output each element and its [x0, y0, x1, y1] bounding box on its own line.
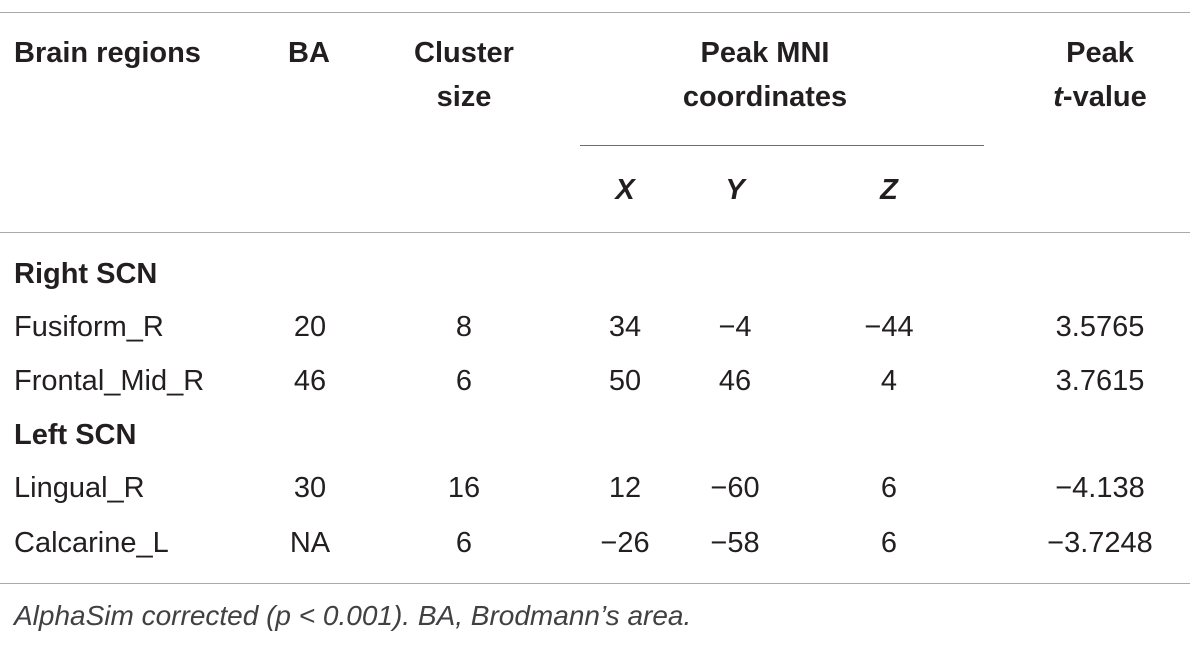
- cell-y: −58: [710, 527, 760, 559]
- cell-y: −4: [718, 311, 752, 343]
- header-peak-mni-line2: coordinates: [682, 81, 848, 113]
- cell-x: 34: [608, 311, 642, 343]
- cell-t: −4.138: [1055, 472, 1145, 504]
- cell-y: 46: [718, 365, 752, 397]
- header-peak-mni-line1: Peak MNI: [700, 37, 830, 69]
- table-footnote: AlphaSim corrected (p < 0.001). BA, Brod…: [14, 600, 692, 631]
- group-label-left-scn: Left SCN: [14, 419, 137, 451]
- cell-z: −44: [864, 311, 914, 343]
- header-brain-regions: Brain regions: [14, 37, 201, 69]
- cell-y: −60: [710, 472, 760, 504]
- cell-ba: NA: [289, 527, 331, 559]
- cell-x: 12: [608, 472, 642, 504]
- table-top-rule: [0, 12, 1190, 13]
- cell-region: Frontal_Mid_R: [14, 365, 205, 397]
- cell-t: 3.5765: [1055, 311, 1145, 343]
- cell-cluster: 6: [455, 527, 473, 559]
- cell-region: Lingual_R: [14, 472, 145, 504]
- cell-cluster: 6: [455, 365, 473, 397]
- cell-z: 4: [880, 365, 898, 397]
- cell-z: 6: [880, 472, 898, 504]
- cell-t: −3.7248: [1047, 527, 1153, 559]
- header-x: X: [615, 174, 635, 206]
- cell-cluster: 8: [455, 311, 473, 343]
- cell-ba: 30: [293, 472, 327, 504]
- cell-region: Fusiform_R: [14, 311, 164, 343]
- header-peak-t-line1: Peak: [1066, 37, 1134, 69]
- cell-cluster: 16: [447, 472, 481, 504]
- header-peak-t-line2: t-value: [1010, 75, 1190, 119]
- coordinates-subheader-rule: [580, 145, 984, 146]
- cell-x: 50: [608, 365, 642, 397]
- cell-x: −26: [600, 527, 650, 559]
- table-bottom-rule: [0, 583, 1190, 584]
- header-peak-t-italic: t: [1053, 81, 1063, 113]
- header-z: Z: [880, 174, 898, 206]
- table-header-rule: [0, 232, 1190, 233]
- cell-t: 3.7615: [1055, 365, 1145, 397]
- cell-z: 6: [880, 527, 898, 559]
- header-y: Y: [725, 174, 745, 206]
- group-label-right-scn: Right SCN: [14, 258, 158, 290]
- header-cluster-line2: size: [436, 81, 492, 113]
- header-peak-t-suffix: -value: [1062, 81, 1147, 113]
- header-ba: BA: [288, 37, 330, 69]
- header-cluster-line1: Cluster: [414, 37, 514, 69]
- cell-ba: 46: [293, 365, 327, 397]
- cell-ba: 20: [293, 311, 327, 343]
- cell-region: Calcarine_L: [14, 527, 169, 559]
